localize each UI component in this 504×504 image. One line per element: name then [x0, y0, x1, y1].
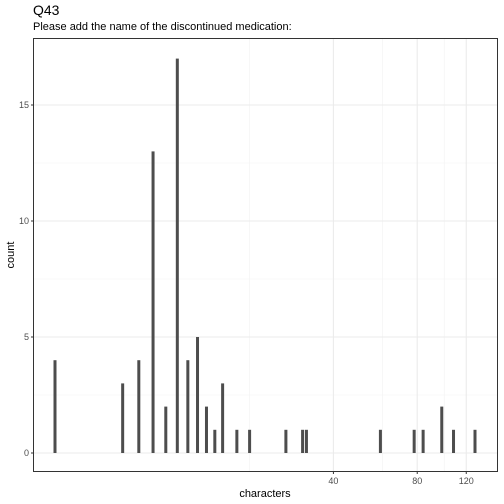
histogram-bar — [221, 383, 225, 453]
histogram-bar — [196, 337, 200, 453]
bars — [53, 58, 477, 453]
y-tick-label: 15 — [19, 100, 29, 110]
histogram-bar — [440, 406, 444, 453]
histogram-bar — [421, 429, 425, 453]
histogram-bar — [304, 429, 308, 453]
histogram-bar — [248, 429, 252, 453]
y-axis: 0 5 10 15 — [19, 100, 34, 458]
histogram-bar — [186, 360, 190, 453]
histogram-bar — [452, 429, 456, 453]
histogram-bar — [121, 383, 125, 453]
histogram-bar — [378, 429, 382, 453]
plot-panel — [33, 38, 498, 472]
x-tick-label: 40 — [328, 476, 338, 486]
y-tick-label: 5 — [24, 332, 29, 342]
chart-title: Q43 — [33, 2, 60, 18]
histogram-bar — [164, 406, 168, 453]
histogram-bar — [53, 360, 57, 453]
y-axis-title: count — [5, 242, 17, 269]
histogram-bar — [137, 360, 141, 453]
histogram-bar — [301, 429, 305, 453]
x-axis: 40 80 120 — [328, 471, 474, 486]
histogram-bar — [175, 58, 179, 453]
histogram-bar — [412, 429, 416, 453]
x-axis-title: characters — [239, 488, 291, 500]
x-tick-label: 120 — [459, 476, 474, 486]
histogram-bar — [151, 151, 155, 453]
histogram-bar — [204, 406, 208, 453]
histogram-bar — [473, 429, 477, 453]
y-tick-label: 10 — [19, 216, 29, 226]
chart-subtitle: Please add the name of the discontinued … — [33, 21, 292, 33]
y-tick-label: 0 — [24, 448, 29, 458]
grid-lines — [34, 39, 497, 471]
histogram-bar — [235, 429, 239, 453]
histogram-bar — [284, 429, 288, 453]
x-tick-label: 80 — [412, 476, 422, 486]
histogram-bar — [213, 429, 217, 453]
